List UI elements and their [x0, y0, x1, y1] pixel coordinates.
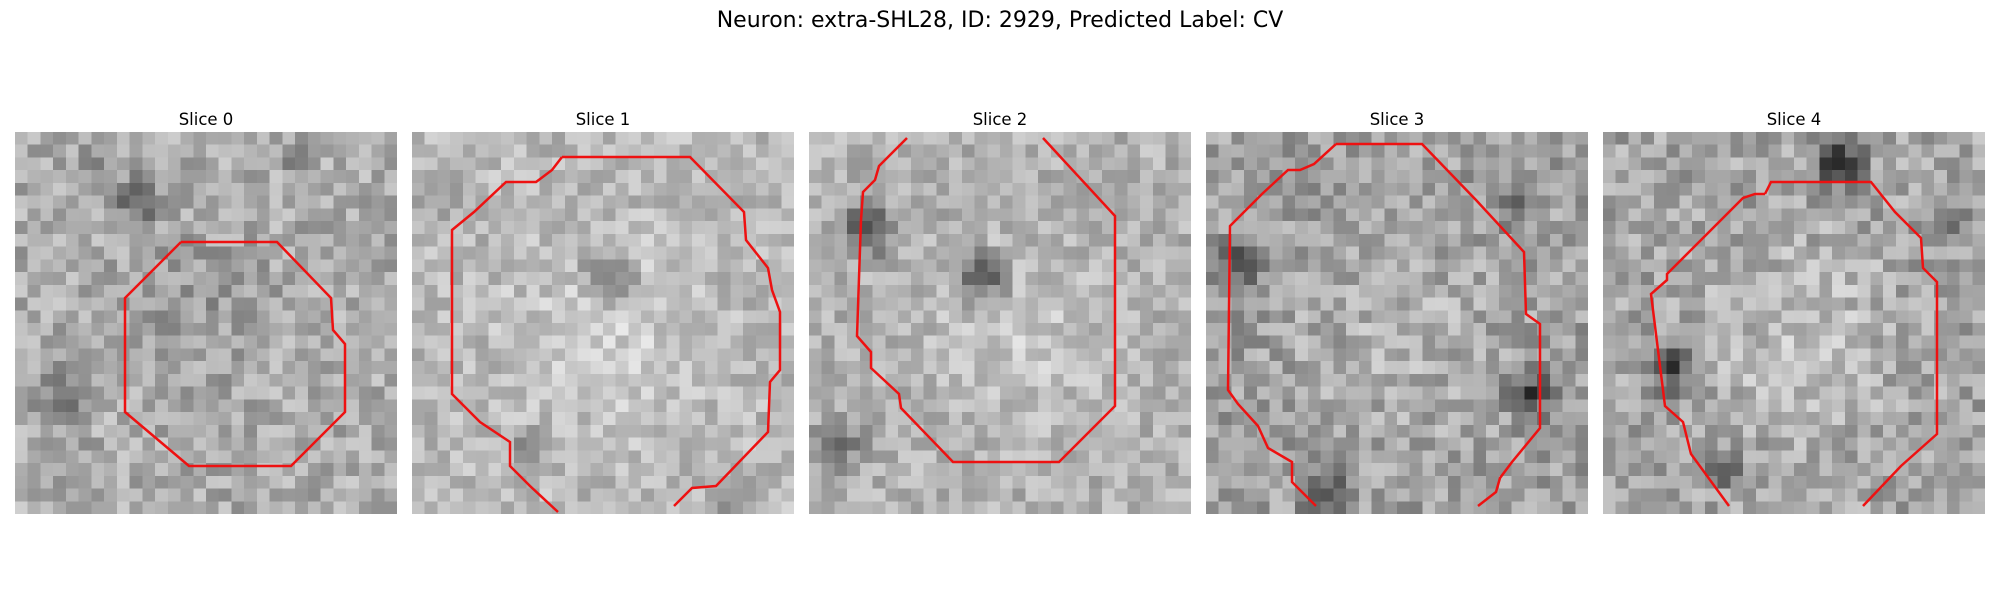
- grayscale-patch-4: [1603, 132, 1985, 514]
- slice-title-1: Slice 1: [575, 110, 631, 129]
- slice-title-4: Slice 4: [1766, 110, 1822, 129]
- slice-panel-1: Slice 1: [412, 108, 794, 514]
- slice-image-1: [412, 132, 794, 514]
- roi-contour-0: [123, 240, 347, 468]
- slice-panel-3: Slice 3: [1206, 108, 1588, 514]
- roi-contour-3: [1226, 142, 1542, 507]
- slice-title-3: Slice 3: [1369, 110, 1425, 129]
- roi-contour-4: [1649, 180, 1939, 507]
- slice-panel-4: Slice 4: [1603, 108, 1985, 514]
- slice-title-0: Slice 0: [178, 110, 234, 129]
- roi-contour-2: [855, 137, 1117, 464]
- grayscale-patch-1: [412, 132, 794, 514]
- slice-image-0: [15, 132, 397, 514]
- roi-contour-1: [450, 155, 782, 513]
- slice-title-2: Slice 2: [972, 110, 1028, 129]
- figure-title: Neuron: extra-SHL28, ID: 2929, Predicted…: [716, 8, 1284, 33]
- slice-image-4: [1603, 132, 1985, 514]
- grayscale-patch-2: [809, 132, 1191, 514]
- slice-panel-2: Slice 2: [809, 108, 1191, 514]
- slice-image-3: [1206, 132, 1588, 514]
- slice-image-2: [809, 132, 1191, 514]
- slice-panel-0: Slice 0: [15, 108, 397, 514]
